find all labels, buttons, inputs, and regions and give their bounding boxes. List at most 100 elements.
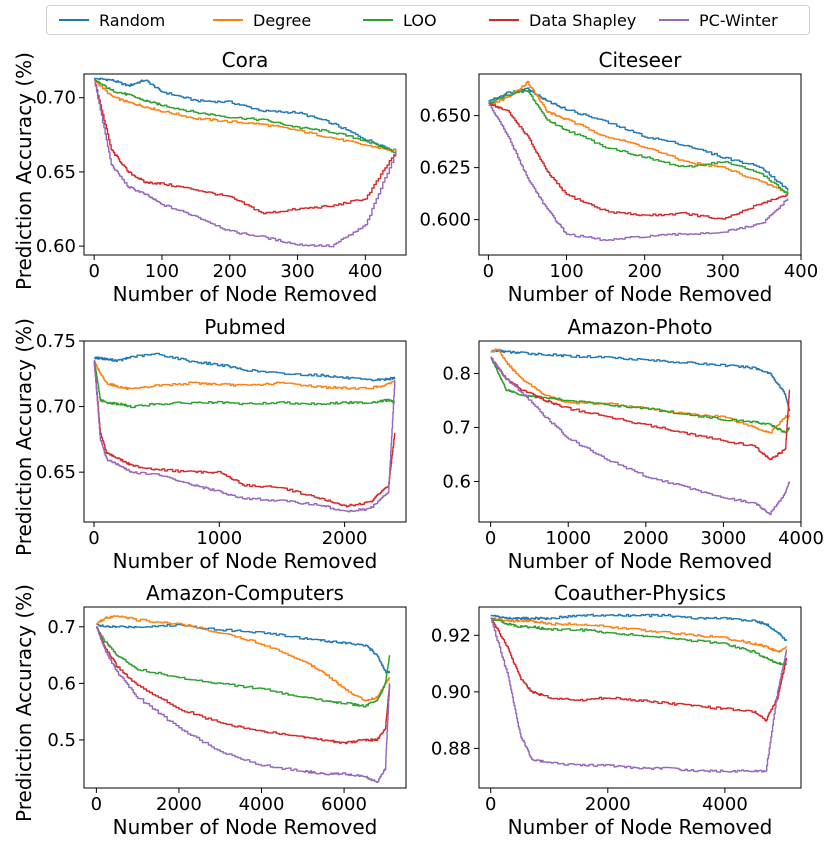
x-tick-label: 0 xyxy=(485,528,496,549)
subplot-title: Amazon-Photo xyxy=(567,315,712,339)
series-line-data-shapley xyxy=(93,360,396,508)
series-line-pc-winter xyxy=(488,102,789,241)
series-line-random xyxy=(93,352,396,382)
x-tick-label: 4000 xyxy=(778,528,824,549)
x-tick-label: 400 xyxy=(784,261,818,282)
x-tick-label: 4000 xyxy=(239,794,285,815)
x-tick-label: 2000 xyxy=(623,528,669,549)
series-line-random xyxy=(96,623,391,674)
series-line-degree xyxy=(96,615,391,702)
y-tick-label: 0.90 xyxy=(431,682,471,703)
series-line-pc-winter xyxy=(94,79,397,248)
legend-label-degree: Degree xyxy=(253,10,312,30)
axes-frame xyxy=(478,73,802,256)
y-tick-label: 0.65 xyxy=(36,162,76,183)
subplot-2: Pubmed 0 1000 2000 0.65 0.70 0.75 Number of Nod… xyxy=(12,315,407,573)
series-line-loo xyxy=(488,90,789,195)
legend-label-loo: LOO xyxy=(403,10,437,30)
series-line-data-shapley xyxy=(96,626,391,745)
legend-item-random: Random xyxy=(59,6,165,34)
subplot-title: Citeseer xyxy=(599,48,683,72)
y-tick-label: 0.65 xyxy=(36,462,76,483)
series-line-degree xyxy=(488,80,789,193)
x-tick-label: 400 xyxy=(348,261,382,282)
x-axis-label: Number of Node Removed xyxy=(113,282,378,306)
legend-label-random: Random xyxy=(99,10,166,30)
y-tick-label: 0.650 xyxy=(419,106,471,127)
legend-line-degree xyxy=(213,19,243,21)
subplot-title: Pubmed xyxy=(204,315,286,339)
subplot-4: Amazon-Computers 0 2000 4000 6000 0.5 0.6 0.7 Nu… xyxy=(12,581,407,839)
x-tick-label: 100 xyxy=(549,261,583,282)
legend-item-data-shapley: Data Shapley xyxy=(489,6,636,34)
series-line-pc-winter xyxy=(93,360,396,513)
x-tick-label: 0 xyxy=(88,261,99,282)
y-tick-label: 0.6 xyxy=(47,673,76,694)
y-axis-label: Prediction Accuracy (%) xyxy=(12,52,36,290)
y-tick-label: 0.7 xyxy=(442,417,471,438)
x-axis-label: Number of Node Removed xyxy=(508,282,773,306)
x-tick-label: 4000 xyxy=(702,794,748,815)
x-tick-label: 6000 xyxy=(321,794,367,815)
series-line-pc-winter xyxy=(490,617,788,773)
legend: Random Degree LOO Data Shapley PC-Winter xyxy=(46,5,810,35)
y-tick-label: 0.625 xyxy=(419,158,471,179)
x-tick-label: 0 xyxy=(483,261,494,282)
y-tick-label: 0.60 xyxy=(36,236,76,257)
x-tick-label: 0 xyxy=(88,528,99,549)
series-line-random xyxy=(490,613,788,641)
series-line-random xyxy=(490,349,791,412)
x-tick-label: 200 xyxy=(213,261,247,282)
axes-frame xyxy=(478,606,802,789)
legend-line-pc-winter xyxy=(659,19,689,21)
legend-line-data-shapley xyxy=(489,19,519,21)
y-tick-label: 0.8 xyxy=(442,363,471,384)
axes-frame xyxy=(83,340,407,523)
series-line-degree xyxy=(490,617,788,653)
series-line-pc-winter xyxy=(96,626,391,784)
y-tick-label: 0.600 xyxy=(419,210,471,231)
x-tick-label: 2000 xyxy=(585,794,631,815)
legend-item-degree: Degree xyxy=(213,6,311,34)
x-tick-label: 0 xyxy=(485,794,496,815)
y-tick-label: 0.75 xyxy=(36,331,76,352)
series-line-data-shapley xyxy=(490,617,788,722)
series-line-degree xyxy=(94,79,397,152)
x-axis-label: Number of Node Removed xyxy=(113,815,378,839)
x-tick-label: 3000 xyxy=(701,528,747,549)
x-tick-label: 300 xyxy=(280,261,314,282)
subplot-title: Amazon-Computers xyxy=(146,581,344,605)
subplot-1: Citeseer 0 100 200 300 400 0.600 0.625 0.650 Numb… xyxy=(419,48,818,306)
y-tick-label: 0.70 xyxy=(36,88,76,109)
x-tick-label: 300 xyxy=(706,261,740,282)
series-line-degree xyxy=(490,348,791,434)
legend-label-data-shapley: Data Shapley xyxy=(529,10,637,30)
axes-frame xyxy=(478,340,802,523)
y-tick-label: 0.92 xyxy=(431,625,471,646)
y-tick-label: 0.70 xyxy=(36,397,76,418)
x-tick-label: 0 xyxy=(91,794,102,815)
x-tick-label: 2000 xyxy=(322,528,368,549)
series-line-data-shapley xyxy=(488,102,789,220)
x-axis-label: Number of Node Removed xyxy=(508,549,773,573)
y-tick-label: 0.88 xyxy=(431,738,471,759)
series-line-random xyxy=(94,77,397,152)
legend-line-loo xyxy=(363,19,393,21)
legend-item-loo: LOO xyxy=(363,6,437,34)
subplot-title: Cora xyxy=(222,48,269,72)
series-line-degree xyxy=(93,360,396,391)
x-tick-label: 1000 xyxy=(196,528,242,549)
x-tick-label: 1000 xyxy=(545,528,591,549)
subplot-title: Coauther-Physics xyxy=(554,581,726,605)
series-line-data-shapley xyxy=(94,79,397,215)
x-axis-label: Number of Node Removed xyxy=(113,549,378,573)
axes-frame xyxy=(83,73,407,256)
x-axis-label: Number of Node Removed xyxy=(508,815,773,839)
series-line-loo xyxy=(490,617,788,666)
x-tick-label: 100 xyxy=(145,261,179,282)
x-tick-label: 2000 xyxy=(156,794,202,815)
y-tick-label: 0.7 xyxy=(47,617,76,638)
y-axis-label: Prediction Accuracy (%) xyxy=(12,584,36,822)
legend-line-random xyxy=(59,19,89,21)
